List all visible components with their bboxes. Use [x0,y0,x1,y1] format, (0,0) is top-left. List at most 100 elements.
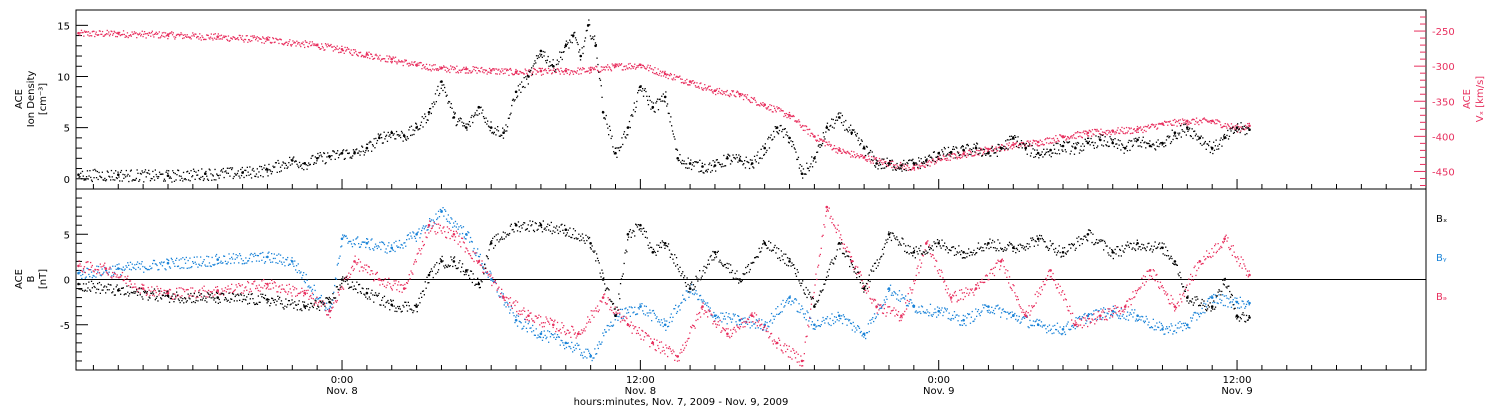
data-point [136,263,138,265]
data-point [871,151,873,153]
data-point [1145,315,1147,318]
data-point [998,308,1000,310]
data-point [1001,147,1003,149]
data-point [664,70,666,73]
data-point [712,316,714,318]
data-point [323,152,326,155]
data-point [223,255,225,257]
data-point [133,31,136,33]
data-point [411,237,413,239]
data-point [696,162,698,164]
data-point [1006,139,1008,141]
data-point [217,175,219,177]
data-point [1147,142,1149,144]
data-point [1108,308,1110,310]
data-point [854,131,856,133]
data-point [222,262,224,264]
data-point [955,146,957,148]
data-point [655,102,657,104]
data-point [728,154,730,156]
data-point [126,32,129,34]
data-point [411,61,413,63]
data-point [156,33,158,35]
data-point [1028,144,1031,147]
data-point [192,262,195,264]
data-point [911,160,913,162]
data-point [1034,156,1037,158]
data-point [256,254,259,257]
data-point [245,169,247,172]
data-point [1133,138,1135,140]
data-point [699,294,702,297]
data-point [112,275,115,278]
data-point [231,292,234,294]
data-point [1038,145,1040,147]
data-point [290,45,292,47]
data-point [188,267,190,269]
data-point [707,306,710,308]
data-point [291,257,293,259]
data-point [393,57,395,59]
data-point [175,34,178,36]
data-point [365,52,369,56]
data-point [241,284,243,286]
data-point [835,116,838,118]
data-point [668,321,671,324]
data-point [614,319,616,321]
data-point [381,137,383,139]
data-point [747,99,749,101]
data-point [601,96,603,98]
data-point [512,98,514,100]
data-point [833,316,836,318]
data-point [798,303,800,305]
data-point [666,74,668,76]
data-point [995,148,998,150]
data-point [893,166,895,168]
data-point [332,306,334,308]
data-point [742,164,744,166]
data-point [548,331,551,333]
data-point [1176,137,1178,140]
data-point [616,63,618,65]
data-point [461,69,463,71]
data-point [470,240,473,243]
data-point [862,156,866,159]
data-point [1171,129,1173,131]
data-point [1103,131,1105,134]
data-point [298,42,300,44]
data-point [965,154,967,156]
data-point [753,97,756,99]
data-point [1189,327,1191,329]
data-point [832,148,834,150]
data-point [830,124,832,127]
data-point [1169,120,1171,122]
data-point [491,277,493,279]
data-point [1155,149,1157,151]
data-point [716,316,718,319]
data-point [184,178,186,180]
data-point [713,314,717,318]
data-point [1115,307,1117,309]
data-point [910,159,912,161]
data-point [763,105,765,107]
data-point [1182,322,1185,324]
data-point [136,33,139,35]
data-point [299,165,302,167]
data-point [102,273,104,275]
data-point [788,136,791,140]
data-point [566,72,568,74]
data-point [400,130,403,133]
data-point [717,92,719,95]
data-point [279,166,282,168]
data-point [793,302,795,304]
data-point [1011,311,1013,313]
data-point [175,259,177,261]
data-point [1032,320,1035,322]
data-point [247,171,249,173]
data-point [528,69,530,71]
data-point [139,172,142,175]
data-point [1042,143,1044,145]
data-point [210,265,212,268]
data-point [313,304,315,306]
data-point [198,263,200,265]
